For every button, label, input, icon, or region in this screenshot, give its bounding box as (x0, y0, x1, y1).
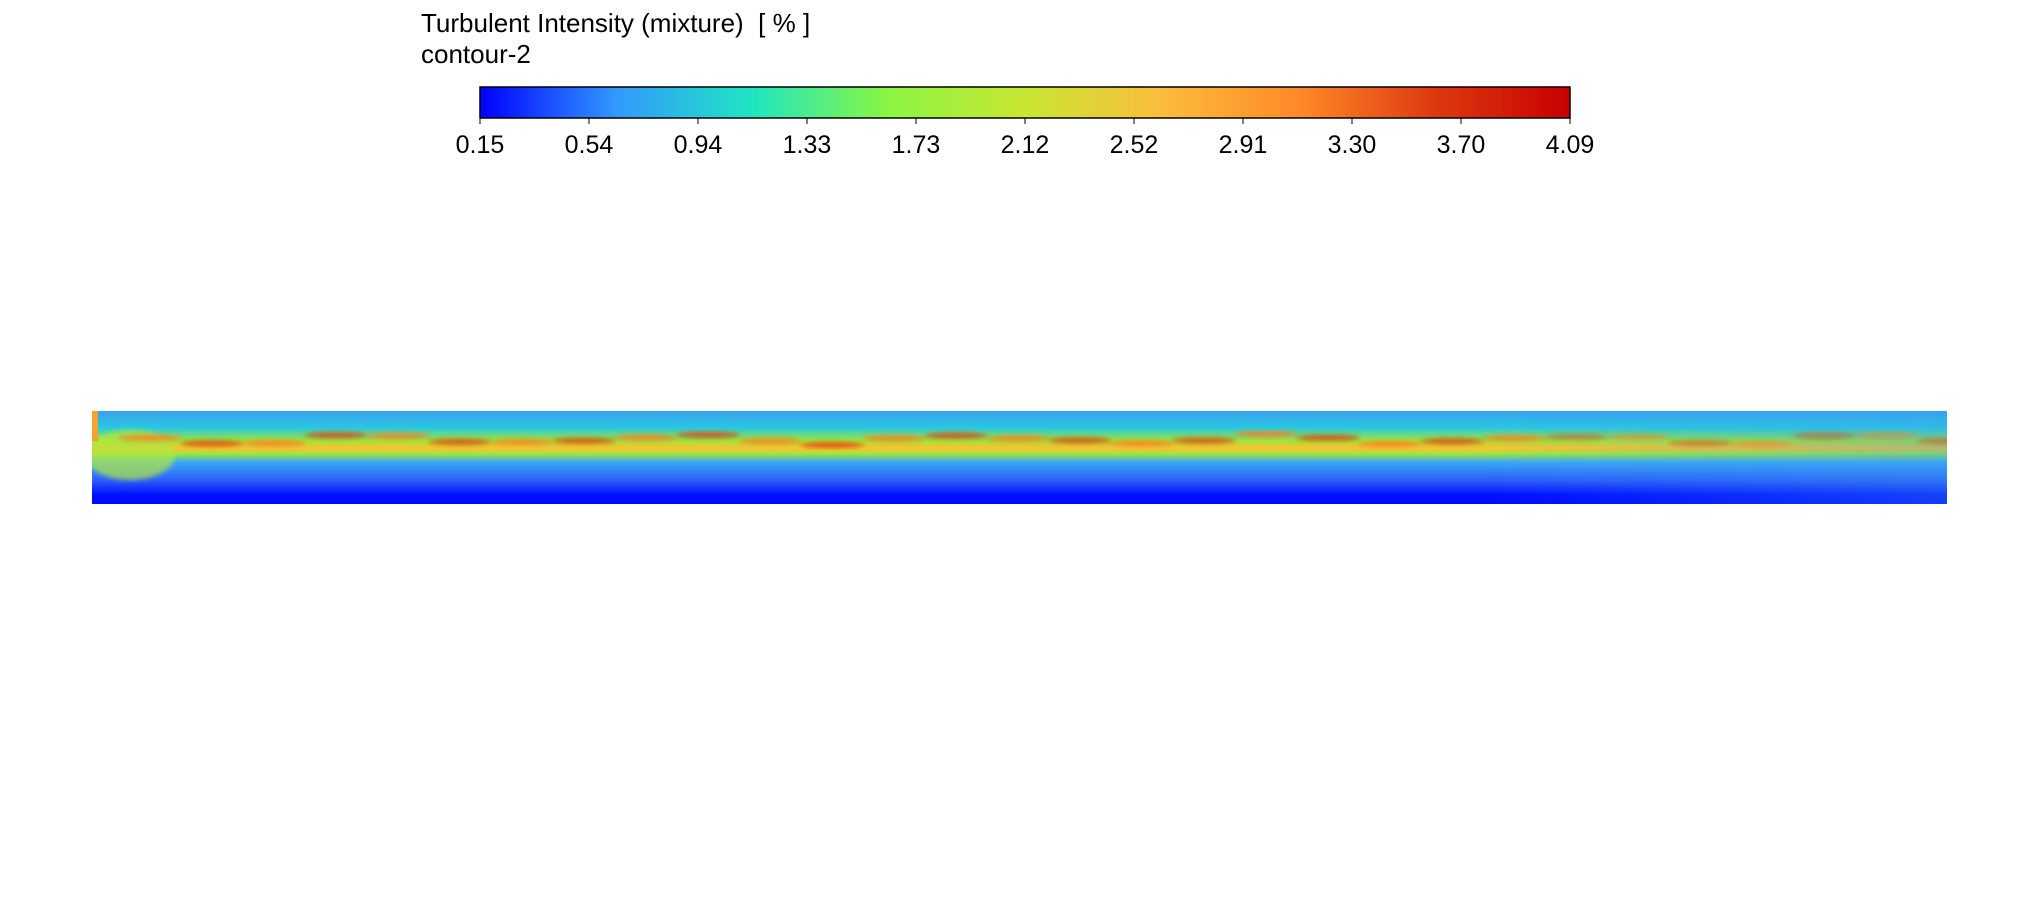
high-intensity-region (1110, 440, 1174, 447)
high-intensity-region (1358, 441, 1422, 448)
colorbar-tick-label: 2.91 (1219, 131, 1268, 159)
high-intensity-region (242, 440, 306, 447)
chart-subtitle: contour-2 (421, 39, 531, 69)
high-intensity-region (428, 438, 492, 445)
high-intensity-region (1482, 435, 1546, 442)
high-intensity-region (1668, 440, 1732, 447)
high-intensity-region (490, 438, 554, 445)
high-intensity-region (1048, 437, 1112, 444)
colorbar: 0.15 0.54 0.94 1.33 1.73 2.12 2.52 2.91 3.30 3.70… (456, 86, 1595, 159)
chart-title: Turbulent Intensity (mixture) [ % ] (421, 8, 811, 38)
high-intensity-region (676, 431, 740, 438)
colorbar-tick-label: 2.12 (1001, 131, 1050, 159)
colorbar-gradient (479, 86, 1571, 119)
high-intensity-region (180, 440, 244, 447)
high-intensity-region (1606, 434, 1670, 441)
high-intensity-region (1916, 438, 1947, 445)
high-intensity-region (1172, 437, 1236, 444)
colorbar-tick-label: 4.09 (1546, 131, 1595, 159)
high-intensity-region (552, 437, 616, 444)
high-intensity-region (1730, 440, 1794, 447)
high-intensity-region (118, 435, 182, 441)
colorbar-tick-label: 3.30 (1328, 131, 1377, 159)
colorbar-tick-label: 0.94 (674, 131, 723, 159)
high-intensity-region (1792, 432, 1856, 439)
high-intensity-region (738, 438, 802, 445)
colorbar-tick-label: 3.70 (1437, 131, 1486, 159)
high-intensity-region (800, 441, 864, 448)
inlet-plume (92, 430, 175, 480)
high-intensity-region (862, 435, 926, 442)
high-intensity-region (924, 432, 988, 439)
high-intensity-region (366, 432, 430, 439)
high-intensity-region (1420, 438, 1484, 445)
high-intensity-region (1234, 431, 1298, 438)
high-intensity-region (304, 432, 368, 439)
colorbar-tick-label: 2.52 (1110, 131, 1159, 159)
high-intensity-region (1544, 434, 1608, 441)
colorbar-tick-label: 0.15 (456, 131, 505, 159)
colorbar-tick-label: 0.54 (565, 131, 614, 159)
colorbar-tick-label: 1.73 (892, 131, 941, 159)
colorbar-tick-label: 1.33 (783, 131, 832, 159)
high-intensity-region (614, 434, 678, 441)
high-intensity-region (1296, 434, 1360, 441)
high-intensity-region (986, 435, 1050, 442)
high-intensity-region (1854, 432, 1918, 439)
